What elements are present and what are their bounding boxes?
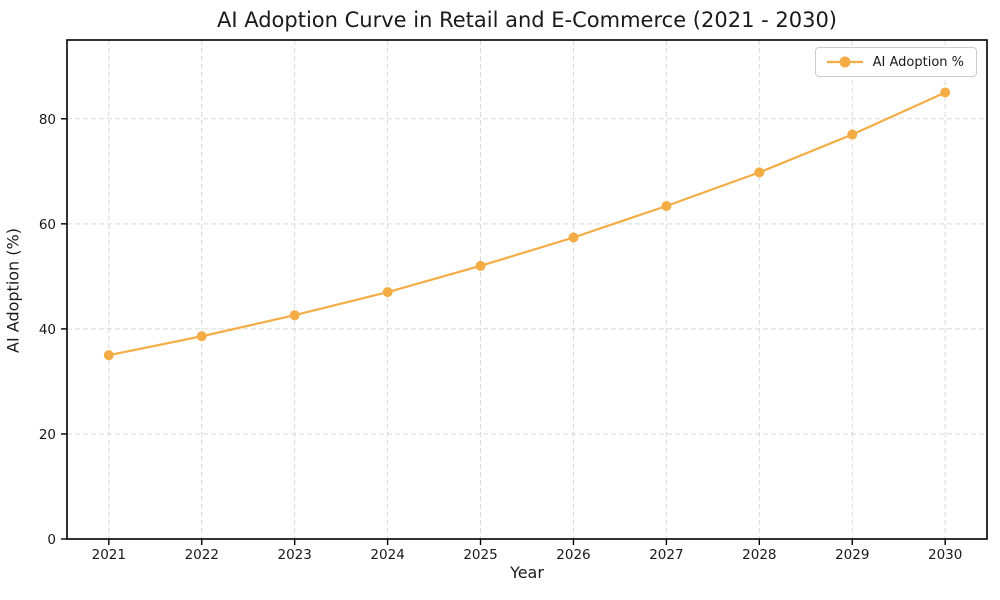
series-line: [107, 91, 947, 357]
x-tick-label: 2025: [463, 547, 497, 563]
data-point-marker: [196, 331, 207, 342]
y-tick-label: 80: [39, 112, 56, 128]
series-AI Adoption %: [103, 87, 951, 361]
data-point-marker: [475, 260, 486, 271]
legend: AI Adoption %: [814, 47, 977, 77]
x-tick-label: 2024: [370, 547, 404, 563]
data-point-marker: [568, 232, 579, 243]
chart-title: AI Adoption Curve in Retail and E-Commer…: [217, 8, 837, 32]
data-point-marker: [103, 350, 114, 361]
data-point-marker: [382, 287, 393, 298]
axis-ticks: 2021 2022 2023 2024 2025 2026 2027 2028 2029 2030…: [39, 112, 963, 563]
y-tick-label: 60: [39, 217, 56, 233]
data-point-marker: [847, 129, 858, 140]
y-tick-label: 20: [39, 427, 56, 443]
legend-entry-label: AI Adoption %: [872, 54, 964, 70]
x-tick-label: 2021: [92, 547, 126, 563]
legend-line-marker-sample: [826, 56, 863, 68]
x-tick-label: 2028: [742, 547, 776, 563]
data-point-marker: [661, 200, 672, 211]
data-point-marker: [289, 310, 300, 321]
x-tick-label: 2027: [649, 547, 683, 563]
y-tick-label: 40: [39, 322, 56, 338]
x-axis-label: Year: [510, 563, 544, 582]
x-tick-label: 2029: [835, 547, 869, 563]
data-point-marker: [754, 167, 765, 178]
axes-spines: [66, 39, 988, 540]
y-tick-label: 0: [47, 532, 56, 548]
x-tick-label: 2023: [277, 547, 311, 563]
y-axis-label: AI Adoption (%): [3, 228, 23, 353]
x-tick-label: 2026: [556, 547, 590, 563]
grid-lines: [67, 40, 987, 540]
x-tick-label: 2022: [185, 547, 219, 563]
x-tick-label: 2030: [928, 547, 962, 563]
data-point-marker: [940, 87, 951, 98]
